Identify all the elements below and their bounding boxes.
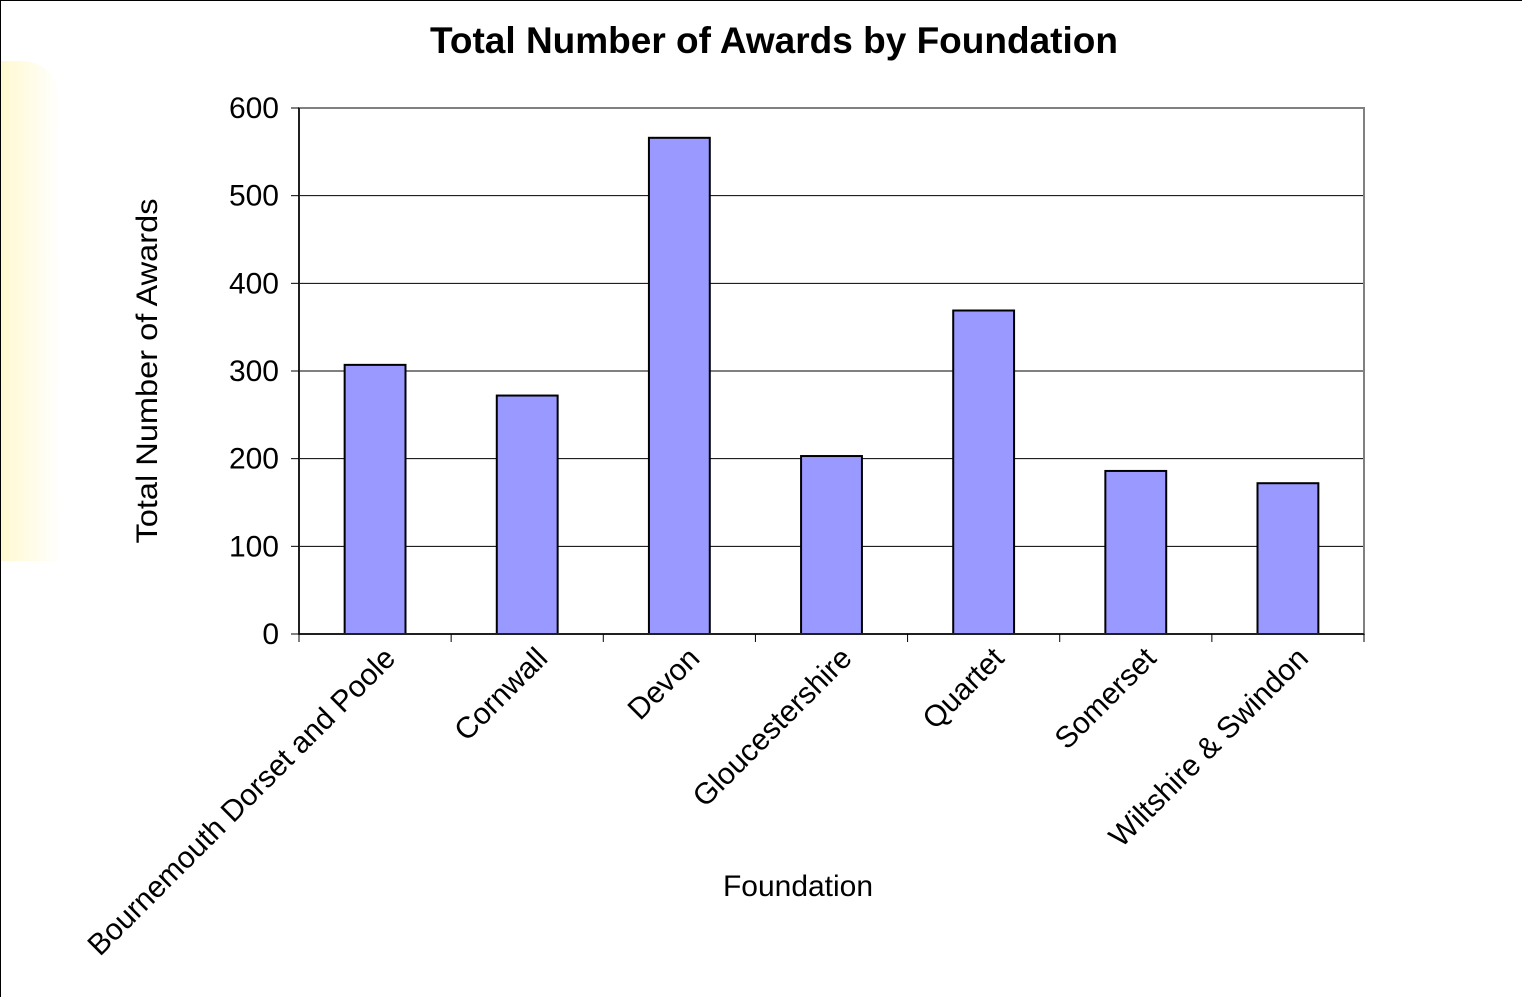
- y-axis-label: Total Number of Awards: [131, 199, 164, 544]
- y-tick-label: 0: [262, 618, 279, 651]
- bar-5: [1104, 469, 1168, 635]
- y-tick-label: 200: [229, 443, 279, 476]
- x-tick-label: Bournemouth Dorset and Poole: [82, 642, 403, 963]
- x-tick-label: Gloucestershire: [687, 642, 859, 814]
- y-tick-label: 600: [229, 92, 279, 125]
- axes: [291, 107, 1365, 642]
- x-tick-label: Devon: [622, 642, 707, 727]
- bar-3: [800, 455, 863, 635]
- x-axis-label: Foundation: [723, 870, 873, 903]
- bar-2: [647, 136, 711, 635]
- bars: [343, 136, 1320, 636]
- x-tick-labels: Bournemouth Dorset and Poole Cornwall Devo…: [82, 641, 1315, 962]
- y-tick-label: 300: [229, 355, 279, 388]
- y-tick-labels: 0 100 200 300 400 500 600: [229, 92, 279, 651]
- bar-0: [343, 363, 407, 635]
- y-tick-label: 100: [229, 530, 279, 563]
- y-tick-label: 400: [229, 267, 279, 300]
- x-tick-label: Cornwall: [448, 642, 554, 748]
- background-decoration: [1, 61, 61, 561]
- bar-6: [1256, 482, 1320, 636]
- y-tick-label: 500: [229, 180, 279, 213]
- chart-title: Total Number of Awards by Foundation: [430, 20, 1118, 61]
- x-tick-label: Quartet: [917, 641, 1012, 736]
- bar-4: [952, 309, 1016, 635]
- bar-1: [495, 394, 559, 635]
- x-tick-label: Somerset: [1049, 641, 1164, 756]
